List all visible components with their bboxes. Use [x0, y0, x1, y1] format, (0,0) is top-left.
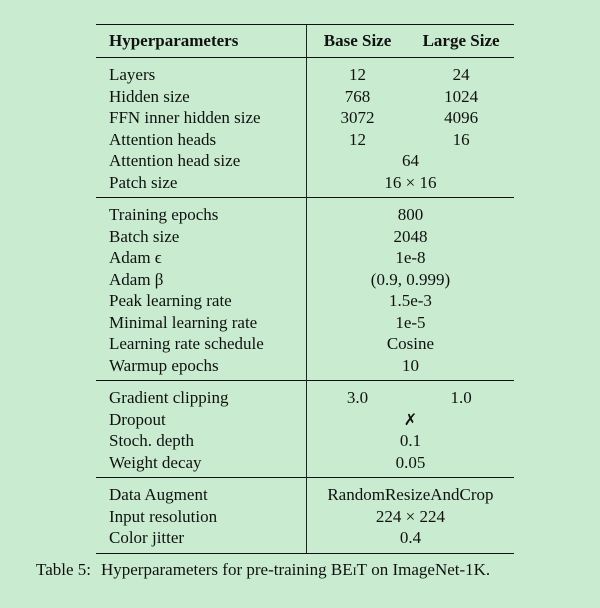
row-shared-value: 64 — [305, 150, 514, 172]
row-base-value: 12 — [305, 128, 409, 150]
row-hyperparameter-name: Color jitter — [96, 527, 307, 554]
header-hyperparameters: Hyperparameters — [96, 24, 307, 58]
row-shared-value: 1.5e-3 — [305, 290, 514, 312]
row-large-value: 1.0 — [408, 380, 514, 409]
row-hyperparameter-name: Learning rate schedule — [109, 334, 264, 353]
caption-text-after: on ImageNet-1K. — [366, 560, 491, 579]
row-shared-value: 2048 — [305, 225, 514, 247]
table-row: Gradient clipping 3.0 1.0 — [96, 380, 514, 409]
row-shared-value: 1e-8 — [305, 247, 514, 269]
row-hyperparameter-name: Gradient clipping — [96, 380, 307, 409]
table-row: Dropout ✗ — [96, 408, 514, 430]
row-large-value: 24 — [452, 65, 470, 84]
table-row: Peak learning rate 1.5e-3 — [96, 290, 514, 312]
row-hyperparameter-name: Layers — [109, 65, 156, 84]
table-row: Adam ϵ 1e-8 — [96, 247, 514, 269]
hyperparameter-table-container: Hyperparameters Base Size Large Size Lay… — [96, 24, 514, 554]
row-hyperparameter-name: Attention head size — [109, 151, 241, 170]
table-row: Hidden size 768 1024 — [96, 85, 514, 107]
row-shared-value: 800 — [305, 197, 514, 226]
row-shared-value: 0.1 — [305, 430, 514, 452]
row-shared-value: RandomResizeAndCrop — [305, 477, 514, 506]
header-large-size: Large Size — [408, 24, 514, 58]
table-row: Training epochs 800 — [96, 197, 514, 226]
table-row: Learning rate schedule Cosine — [96, 333, 514, 355]
table-caption: Table 5: Hyperparameters for pre-training… — [36, 559, 576, 581]
row-hyperparameter-name: Minimal learning rate — [109, 312, 258, 332]
row-hyperparameter-name: Adam β — [109, 269, 164, 289]
row-shared-value: 0.4 — [305, 527, 514, 554]
table-row: Patch size 16 × 16 — [96, 171, 514, 198]
row-hyperparameter-name: Warmup epochs — [109, 355, 219, 375]
caption-text-before: Hyperparameters for pre-training — [100, 560, 331, 579]
table-row: Input resolution 224 × 224 — [96, 505, 514, 527]
table-row: FFN inner hidden size 3072 4096 — [96, 107, 514, 129]
row-base-value: 12 — [305, 57, 409, 86]
table-row: Batch size 2048 — [96, 225, 514, 247]
hyperparameter-table: Hyperparameters Base Size Large Size Lay… — [96, 24, 514, 554]
row-shared-value: 16 × 16 — [305, 171, 514, 198]
table-row: Data Augment RandomResizeAndCrop — [96, 477, 514, 506]
row-base-value: 3.0 — [305, 380, 409, 409]
caption-label: Table 5: — [36, 560, 91, 579]
header-base-size: Base Size — [305, 24, 409, 58]
row-shared-value: ✗ — [305, 408, 514, 430]
row-hyperparameter-name: Training epochs — [96, 197, 307, 226]
table-row: Color jitter 0.4 — [96, 527, 514, 554]
row-base-value: 3072 — [305, 107, 409, 129]
table-row: Stoch. depth 0.1 — [96, 430, 514, 452]
table-header-row: Hyperparameters Base Size Large Size — [96, 24, 514, 58]
table-row: Attention heads 12 16 — [96, 128, 514, 150]
row-shared-value: 10 — [305, 354, 514, 381]
row-shared-value: (0.9, 0.999) — [305, 268, 514, 290]
row-hyperparameter-name: Stoch. depth — [109, 431, 194, 450]
caption-model-name: BEiT — [330, 560, 367, 579]
row-shared-value: 0.05 — [305, 451, 514, 478]
table-row: Layers 12 24 — [96, 57, 514, 86]
table-row: Attention head size 64 — [96, 150, 514, 172]
row-large-value: 1024 — [444, 86, 479, 106]
table-row: Minimal learning rate 1e-5 — [96, 311, 514, 333]
table-row: Adam β (0.9, 0.999) — [96, 268, 514, 290]
row-hyperparameter-name: Adam ϵ — [109, 248, 162, 267]
row-hyperparameter-name: FFN inner hidden size — [109, 108, 261, 127]
table-body: Layers 12 24 Hidden size 768 1024 FFN inner hi… — [96, 57, 514, 554]
row-hyperparameter-name: Patch size — [109, 172, 178, 192]
table-row: Weight decay 0.05 — [96, 451, 514, 478]
row-hyperparameter-name: Batch size — [109, 226, 180, 246]
row-hyperparameter-name: Peak learning rate — [109, 291, 232, 310]
table-row: Warmup epochs 10 — [96, 354, 514, 381]
row-base-value: 768 — [305, 85, 409, 107]
row-large-value: 4096 — [444, 108, 479, 127]
row-large-value: 16 — [452, 129, 470, 149]
row-shared-value: 224 × 224 — [305, 505, 514, 527]
row-hyperparameter-name: Hidden size — [109, 86, 190, 106]
row-hyperparameter-name: Dropout — [109, 409, 166, 429]
row-hyperparameter-name: Data Augment — [96, 477, 307, 506]
row-hyperparameter-name: Input resolution — [109, 506, 218, 526]
row-shared-value: 1e-5 — [305, 311, 514, 333]
row-hyperparameter-name: Attention heads — [109, 129, 217, 149]
row-shared-value: Cosine — [305, 333, 514, 355]
row-hyperparameter-name: Weight decay — [109, 452, 202, 472]
